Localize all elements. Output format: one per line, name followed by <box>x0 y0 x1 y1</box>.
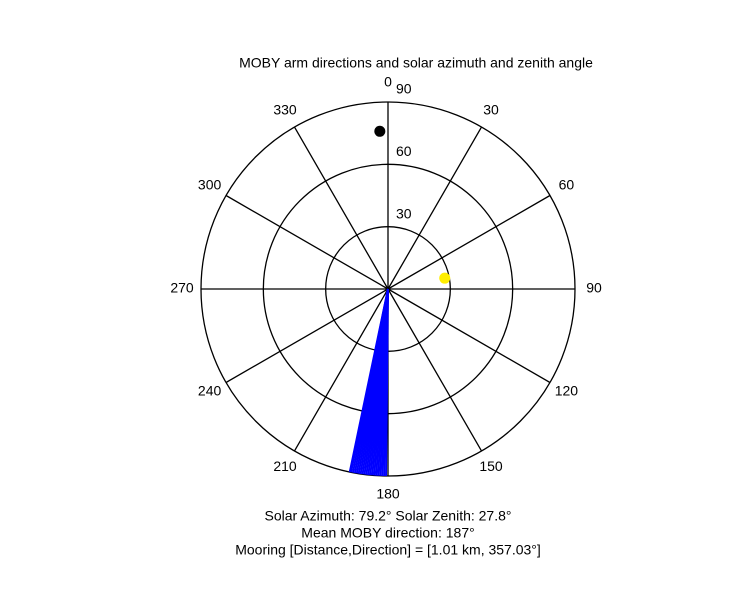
spoke <box>387 288 483 452</box>
arm-line <box>348 288 389 473</box>
theta-tick-label: 0 <box>384 74 392 90</box>
spoke <box>293 126 389 290</box>
annotation: Solar Azimuth: 79.2° Solar Zenith: 27.8° <box>265 508 512 524</box>
spoke <box>387 126 483 290</box>
theta-tick-label: 60 <box>559 177 575 193</box>
theta-tick-label: 240 <box>198 383 222 399</box>
annotation: Mooring [Distance,Direction] = [1.01 km,… <box>235 542 541 558</box>
r-tick-label: 90 <box>396 81 412 97</box>
point <box>374 125 386 137</box>
theta-tick-label: 90 <box>586 280 602 296</box>
annotation: Mean MOBY direction: 187° <box>301 525 474 541</box>
ring <box>200 101 576 477</box>
spoke <box>293 288 389 452</box>
theta-tick-label: 210 <box>273 458 297 474</box>
theta-tick-label: 120 <box>555 383 579 399</box>
chart-title: MOBY arm directions and solar azimuth an… <box>239 55 593 71</box>
spoke <box>225 288 389 384</box>
theta-tick-label: 330 <box>273 101 297 117</box>
r-tick-label: 60 <box>396 143 412 159</box>
spoke <box>387 288 551 384</box>
spoke <box>225 194 389 290</box>
theta-tick-label: 150 <box>479 458 503 474</box>
theta-tick-label: 30 <box>483 101 499 117</box>
spoke <box>387 194 551 290</box>
r-tick-label: 30 <box>396 205 412 221</box>
ring <box>262 163 514 415</box>
point <box>439 272 451 284</box>
theta-tick-label: 180 <box>376 486 400 502</box>
theta-tick-label: 270 <box>170 280 194 296</box>
theta-tick-label: 300 <box>198 177 222 193</box>
